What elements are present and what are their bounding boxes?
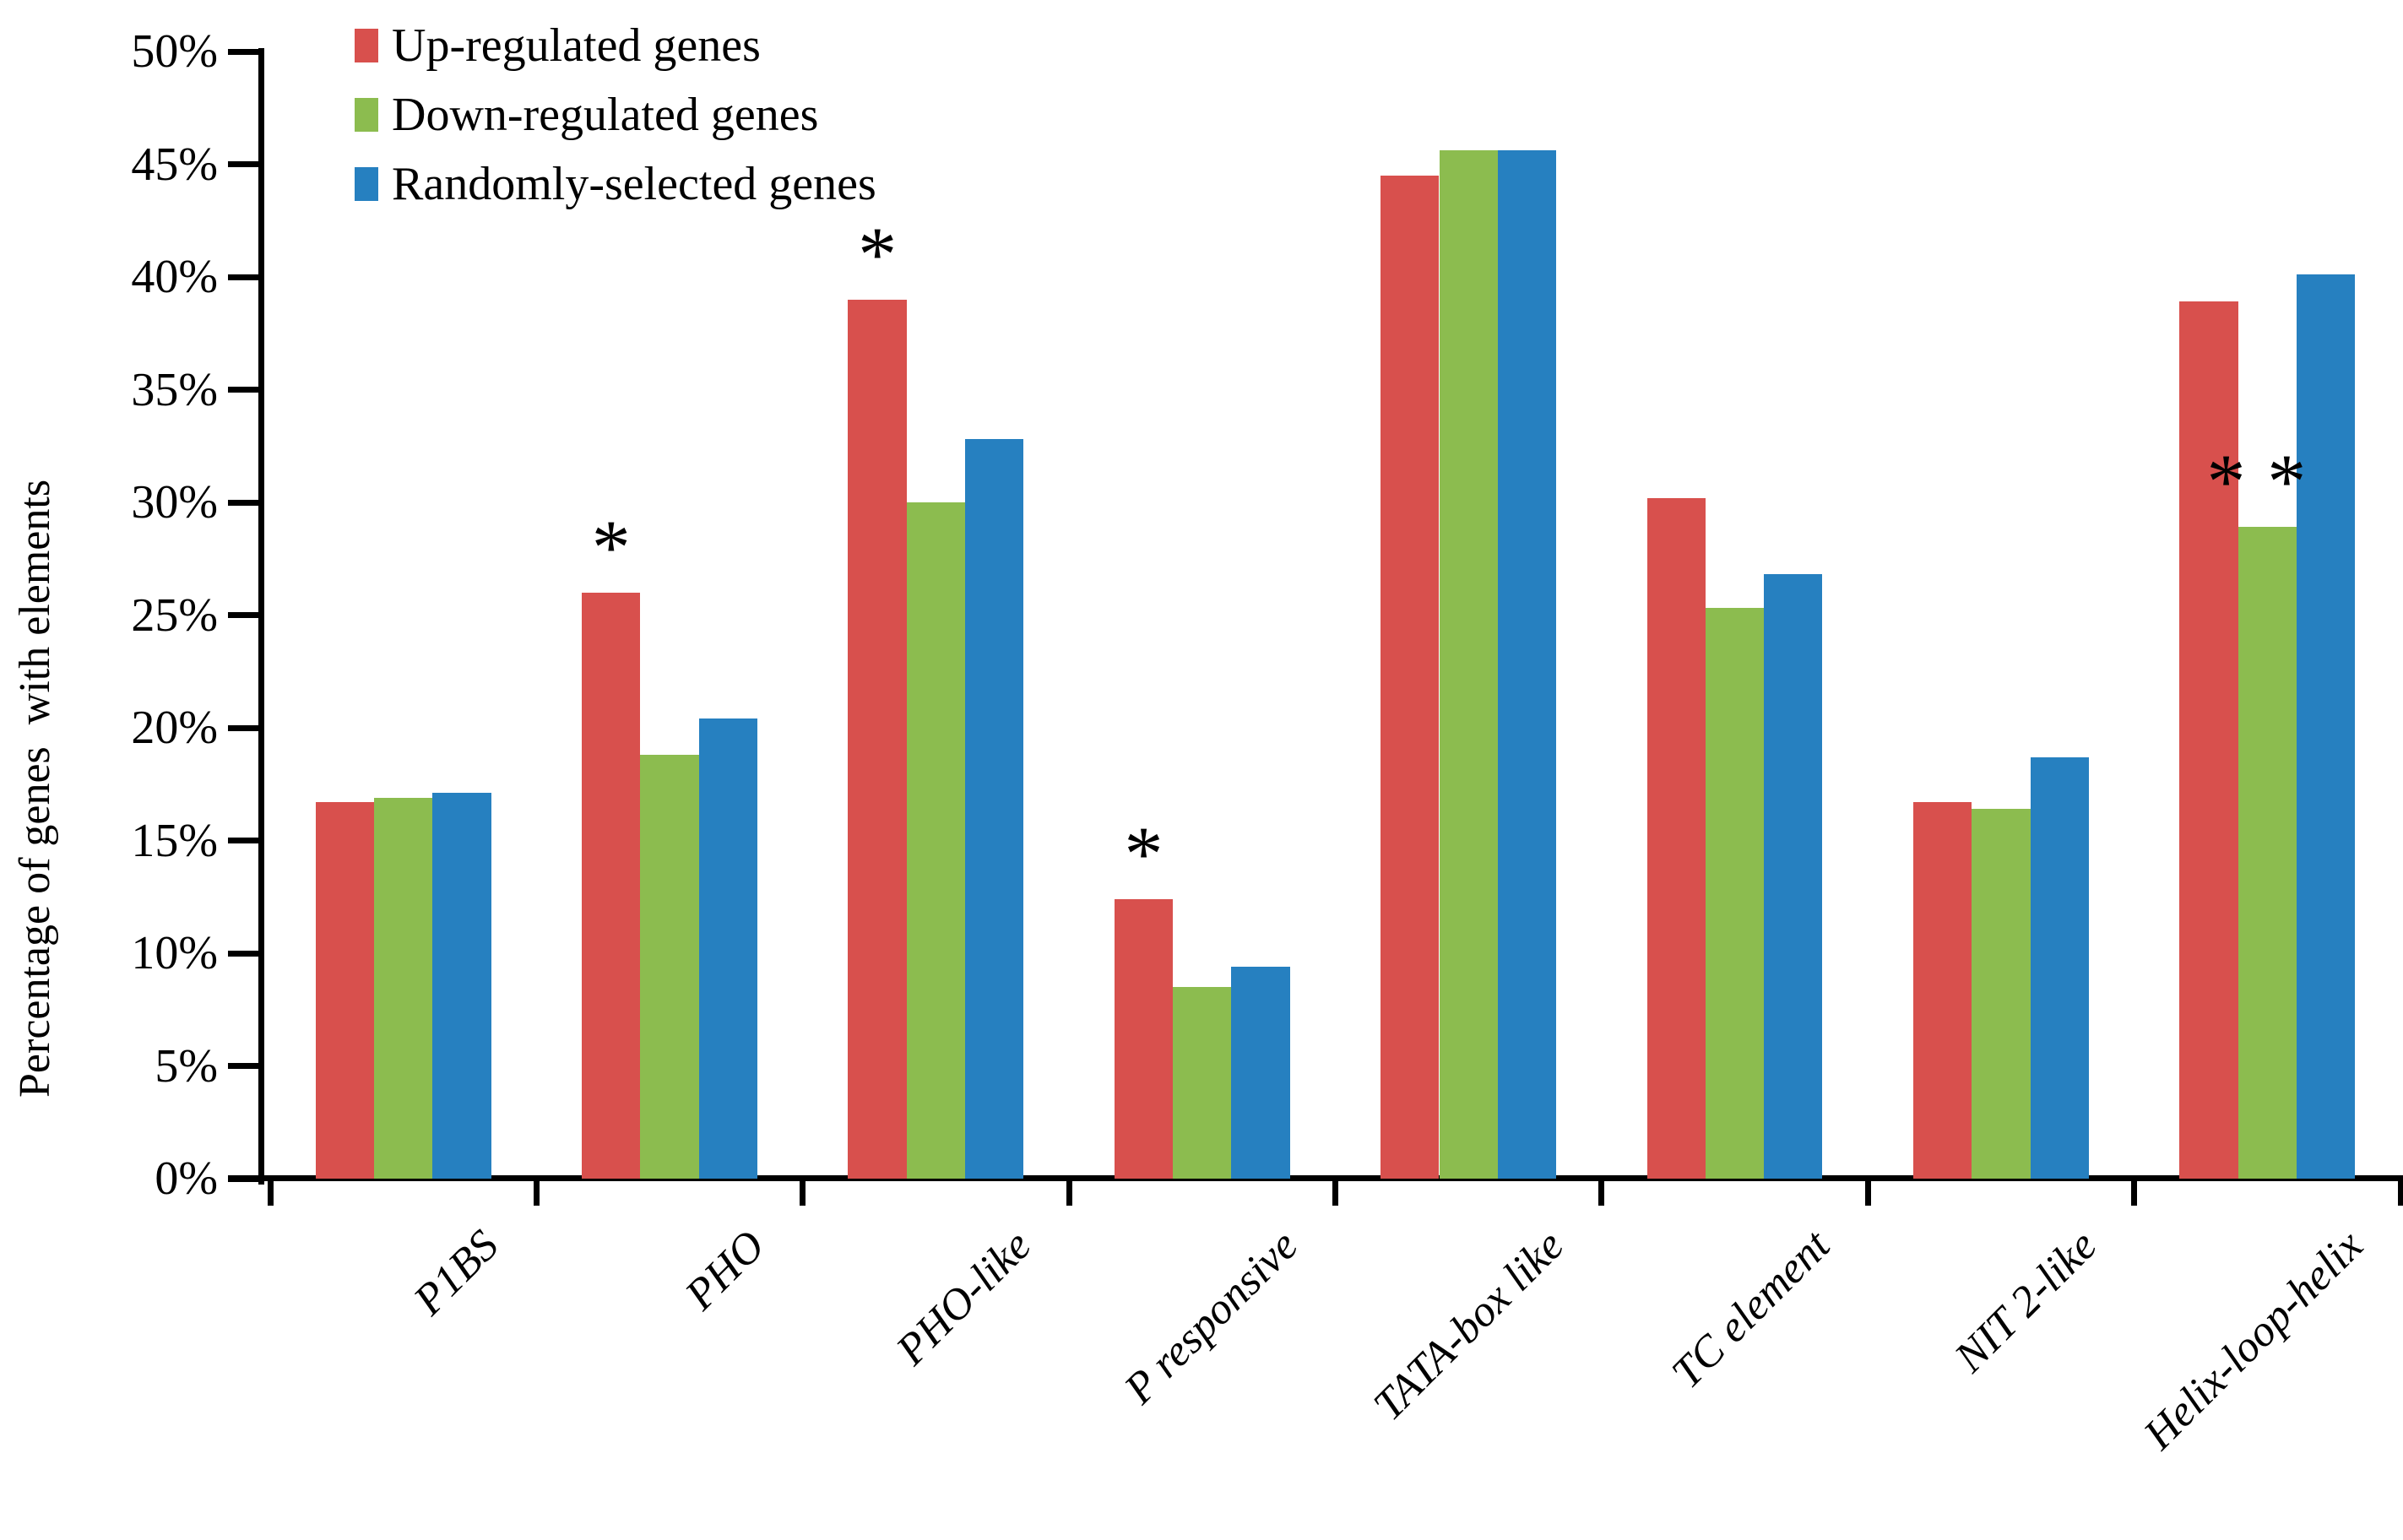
bar-randomly-nit-2-like [2030,756,2089,1179]
bar-down-tc-element [1705,608,1765,1179]
y-axis-line [258,48,264,1185]
legend-swatch [355,98,378,132]
bar-randomly-p-responsive [1231,967,1290,1179]
y-tick [228,48,258,55]
bar-randomly-pho-like [965,439,1024,1179]
significance-asterisk: ** [2206,438,2329,525]
bar-up-pho-like [848,299,907,1179]
x-tick [2131,1179,2138,1206]
bar-down-helix-loop-helix [2238,527,2297,1179]
x-category-label: TATA-box like [1364,1221,1574,1430]
y-axis-title: Percentage of genes with elements [11,479,59,1098]
x-category-label: P responsive [1115,1221,1307,1413]
bar-up-p1bs [315,802,374,1179]
bar-up-pho [582,592,641,1179]
legend-label: Down-regulated genes [392,89,819,141]
bar-down-pho-like [906,502,966,1179]
bar-down-p1bs [374,797,433,1179]
y-tick-label: 50% [131,25,218,78]
y-tick-label: 20% [131,702,218,754]
bar-down-nit-2-like [1972,809,2031,1179]
x-tick [800,1179,806,1206]
y-tick [228,161,258,167]
x-tick [1332,1179,1338,1206]
x-tick [1598,1179,1605,1206]
bar-up-p-responsive [1114,898,1174,1179]
x-tick [533,1179,540,1206]
y-tick [228,612,258,618]
bar-randomly-tc-element [1764,574,1823,1179]
y-tick-label: 0% [155,1152,218,1205]
y-tick [228,1175,258,1182]
significance-asterisk: * [858,210,898,297]
x-tick [267,1179,274,1206]
y-tick [228,274,258,280]
significance-asterisk: * [591,503,631,590]
significance-asterisk: * [1124,810,1164,897]
bar-up-helix-loop-helix [2179,301,2238,1179]
y-tick-label: 10% [131,927,218,979]
x-category-label: P1BS [404,1221,508,1325]
bar-up-nit-2-like [1912,802,1972,1179]
bar-randomly-pho [698,718,757,1179]
x-tick [2397,1179,2403,1206]
y-tick-label: 30% [131,476,218,529]
bar-down-pho [640,755,699,1179]
y-tick [228,387,258,393]
legend-label: Up-regulated genes [392,19,761,72]
y-tick [228,950,258,957]
x-category-label: PHO-like [887,1221,1041,1375]
y-tick-label: 5% [155,1039,218,1093]
y-tick-label: 35% [131,363,218,416]
y-tick-label: 15% [131,814,218,867]
legend-label: Randomly-selected genes [392,158,876,210]
bar-down-p-responsive [1173,987,1232,1179]
y-tick [228,1063,258,1069]
x-category-label: NIT 2-like [1945,1221,2106,1382]
bar-randomly-tata-box-like [1497,150,1557,1179]
legend-swatch [355,167,378,201]
y-tick-label: 40% [131,251,218,303]
y-tick [228,499,258,506]
bar-down-tata-box-like [1439,150,1498,1179]
x-tick [1864,1179,1871,1206]
y-tick-label: 25% [131,588,218,642]
bar-up-tata-box-like [1381,175,1440,1179]
x-axis-line [228,1175,2403,1181]
x-category-label: PHO [676,1221,774,1320]
bar-randomly-p1bs [432,793,491,1179]
x-tick [1066,1179,1072,1206]
legend-swatch [355,29,378,62]
y-tick-label: 45% [131,138,218,191]
x-category-label: TC element [1663,1221,1840,1398]
bar-randomly-helix-loop-helix [2296,274,2356,1179]
bar-up-tc-element [1646,497,1706,1179]
y-tick [228,724,258,731]
x-category-label: Helix-loop-helix [2134,1221,2373,1459]
y-tick [228,838,258,843]
